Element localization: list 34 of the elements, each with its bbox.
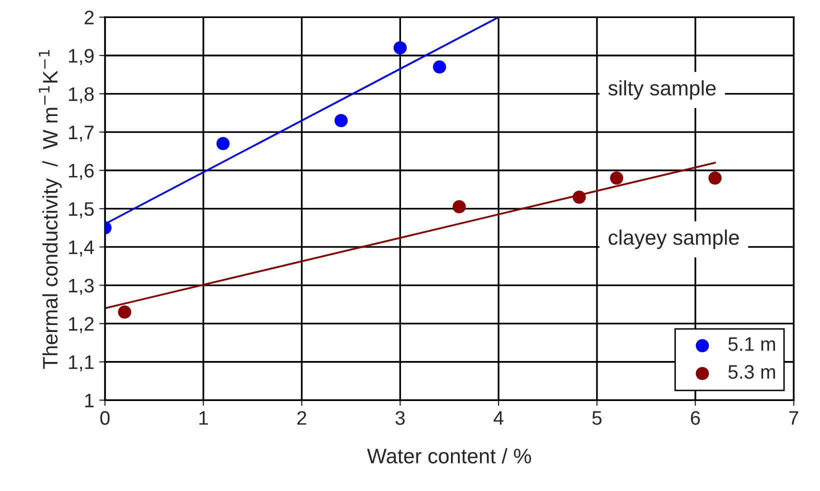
y-tick-label: 1,8 xyxy=(69,87,94,104)
annotation: clayey sample xyxy=(608,230,739,250)
y-tick-label: 1,4 xyxy=(69,240,94,257)
x-tick-label: 5 xyxy=(592,411,602,425)
legend-label: 5.3 m xyxy=(728,365,775,379)
point xyxy=(394,41,407,54)
y-tick-label: 1,9 xyxy=(69,48,94,66)
x-axis-title: Water content / % xyxy=(367,448,532,464)
legend-label: 5.1 m xyxy=(728,337,775,351)
y-tick-label: 1,7 xyxy=(69,126,94,142)
y-axis-title: Thermal conductivity / W m$^{−1}$K$^{−1}$ xyxy=(38,50,62,369)
point xyxy=(432,60,446,74)
point xyxy=(708,171,722,185)
x-tick-label: 2 xyxy=(297,411,306,425)
point xyxy=(610,171,624,185)
x-tick-label: 3 xyxy=(395,411,405,425)
y-tick-label: 1,2 xyxy=(69,317,94,334)
x-tick-label: 4 xyxy=(494,411,504,425)
point xyxy=(452,200,466,214)
y-tick-label: 1,5 xyxy=(69,202,94,218)
x-tick-label: 0 xyxy=(100,411,110,425)
y-tick-label: 2 xyxy=(84,10,94,24)
point xyxy=(118,305,132,319)
x-tick-label: 1 xyxy=(199,411,208,425)
x-tick-label: 7 xyxy=(789,411,798,425)
y-tick-label: 1,6 xyxy=(69,164,94,180)
point xyxy=(572,190,586,204)
y-tick-label: 1 xyxy=(85,394,94,408)
point xyxy=(216,136,230,150)
point xyxy=(334,114,348,128)
annotation: silty sample xyxy=(608,80,716,100)
x-tick-label: 6 xyxy=(690,411,700,425)
y-tick-label: 1,1 xyxy=(69,356,94,372)
y-tick-label: 1,3 xyxy=(69,278,94,295)
